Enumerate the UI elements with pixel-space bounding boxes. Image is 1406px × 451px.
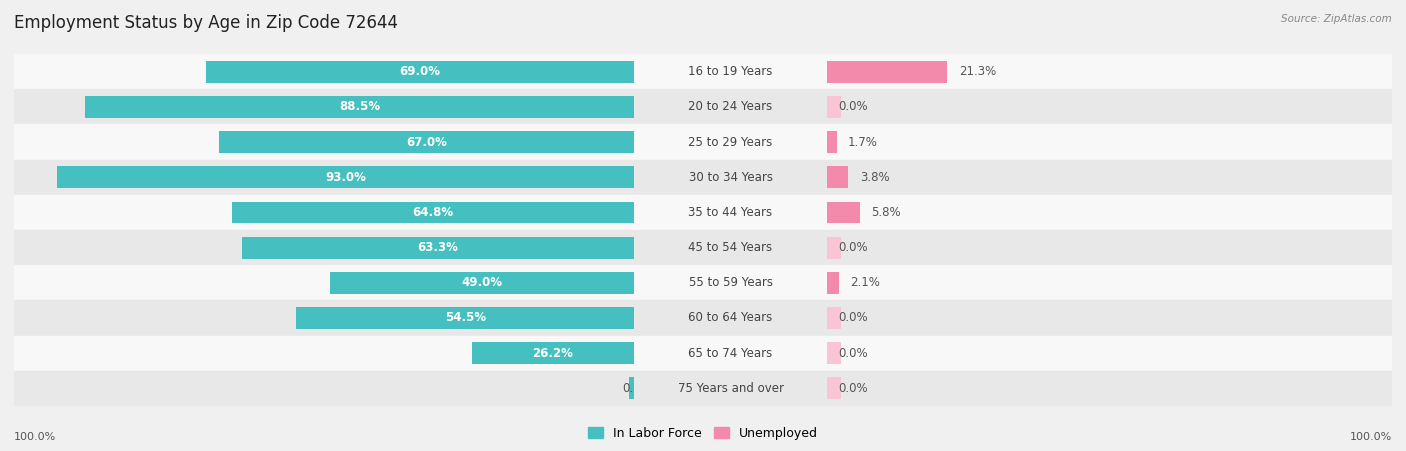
Text: 25 to 29 Years: 25 to 29 Years: [689, 136, 773, 148]
Bar: [827, 96, 841, 118]
Text: 0.9%: 0.9%: [623, 382, 652, 395]
Bar: [634, 54, 827, 89]
Bar: [14, 371, 634, 406]
Text: 0.0%: 0.0%: [838, 241, 868, 254]
Bar: [827, 61, 948, 83]
Bar: [14, 336, 634, 371]
Bar: [827, 265, 1392, 300]
Bar: [14, 195, 634, 230]
Text: Source: ZipAtlas.com: Source: ZipAtlas.com: [1281, 14, 1392, 23]
Bar: [634, 265, 827, 300]
Text: 0.0%: 0.0%: [838, 101, 868, 113]
Text: 54.5%: 54.5%: [444, 312, 485, 324]
Bar: [14, 160, 634, 195]
Text: 64.8%: 64.8%: [412, 206, 454, 219]
Bar: [827, 89, 1392, 124]
Bar: [827, 377, 841, 399]
Bar: [14, 300, 634, 336]
Text: 60 to 64 Years: 60 to 64 Years: [689, 312, 773, 324]
Legend: In Labor Force, Unemployed: In Labor Force, Unemployed: [583, 422, 823, 445]
Text: 100.0%: 100.0%: [1350, 432, 1392, 442]
Bar: [219, 131, 634, 153]
Bar: [242, 237, 634, 258]
Bar: [827, 342, 841, 364]
Text: 100.0%: 100.0%: [14, 432, 56, 442]
Bar: [330, 272, 634, 294]
Text: 0.0%: 0.0%: [838, 312, 868, 324]
Text: 49.0%: 49.0%: [461, 276, 503, 289]
Text: 3.8%: 3.8%: [860, 171, 890, 184]
Text: 0.0%: 0.0%: [838, 382, 868, 395]
Text: 1.7%: 1.7%: [848, 136, 877, 148]
Bar: [628, 377, 634, 399]
Bar: [232, 202, 634, 223]
Text: 63.3%: 63.3%: [418, 241, 458, 254]
Bar: [297, 307, 634, 329]
Text: 0.0%: 0.0%: [838, 347, 868, 359]
Text: 5.8%: 5.8%: [872, 206, 901, 219]
Text: 16 to 19 Years: 16 to 19 Years: [689, 65, 773, 78]
Bar: [827, 272, 839, 294]
Bar: [634, 124, 827, 160]
Bar: [58, 166, 634, 188]
Text: 45 to 54 Years: 45 to 54 Years: [689, 241, 773, 254]
Text: 35 to 44 Years: 35 to 44 Years: [689, 206, 773, 219]
Bar: [827, 336, 1392, 371]
Bar: [827, 131, 837, 153]
Bar: [634, 371, 827, 406]
Bar: [827, 195, 1392, 230]
Bar: [827, 160, 1392, 195]
Bar: [634, 230, 827, 265]
Bar: [827, 166, 848, 188]
Bar: [827, 371, 1392, 406]
Bar: [827, 307, 841, 329]
Text: 65 to 74 Years: 65 to 74 Years: [689, 347, 773, 359]
Bar: [86, 96, 634, 118]
Bar: [827, 237, 841, 258]
Text: 69.0%: 69.0%: [399, 65, 440, 78]
Text: 30 to 34 Years: 30 to 34 Years: [689, 171, 772, 184]
Bar: [14, 54, 634, 89]
Bar: [634, 300, 827, 336]
Bar: [634, 89, 827, 124]
Bar: [827, 54, 1392, 89]
Text: 93.0%: 93.0%: [325, 171, 366, 184]
Text: Employment Status by Age in Zip Code 72644: Employment Status by Age in Zip Code 726…: [14, 14, 398, 32]
Bar: [634, 195, 827, 230]
Bar: [827, 300, 1392, 336]
Bar: [634, 336, 827, 371]
Text: 67.0%: 67.0%: [406, 136, 447, 148]
Text: 26.2%: 26.2%: [533, 347, 574, 359]
Text: 55 to 59 Years: 55 to 59 Years: [689, 276, 772, 289]
Bar: [471, 342, 634, 364]
Bar: [827, 124, 1392, 160]
Bar: [634, 160, 827, 195]
Bar: [14, 265, 634, 300]
Bar: [14, 89, 634, 124]
Bar: [827, 230, 1392, 265]
Bar: [827, 202, 860, 223]
Text: 88.5%: 88.5%: [339, 101, 380, 113]
Text: 75 Years and over: 75 Years and over: [678, 382, 783, 395]
Text: 20 to 24 Years: 20 to 24 Years: [689, 101, 773, 113]
Text: 2.1%: 2.1%: [851, 276, 880, 289]
Bar: [14, 124, 634, 160]
Bar: [14, 230, 634, 265]
Text: 21.3%: 21.3%: [959, 65, 995, 78]
Bar: [207, 61, 634, 83]
